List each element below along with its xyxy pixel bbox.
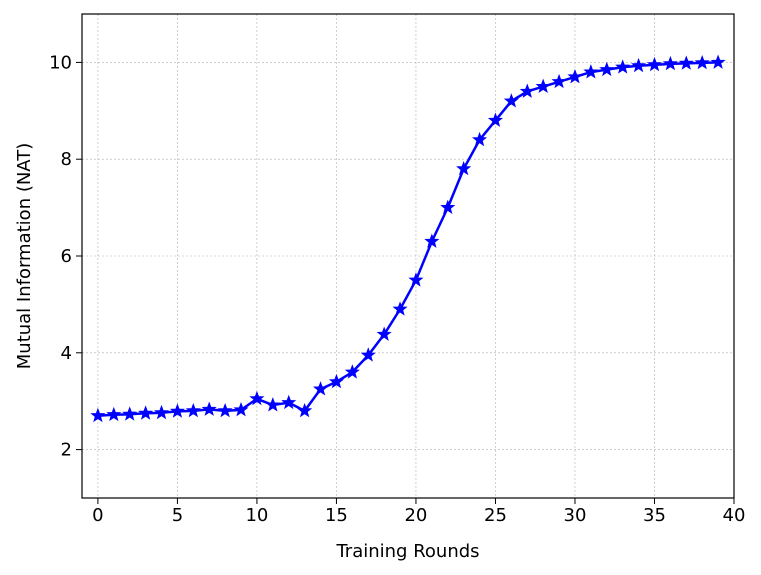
y-tick-label: 8 xyxy=(61,149,72,170)
data-line xyxy=(97,61,719,417)
data-marker xyxy=(106,406,122,422)
data-marker xyxy=(233,401,249,417)
data-marker xyxy=(710,54,726,69)
data-marker xyxy=(281,394,297,410)
data-marker xyxy=(376,326,392,341)
data-marker xyxy=(551,73,567,89)
data-marker xyxy=(185,402,201,418)
data-marker xyxy=(408,272,424,287)
data-marker xyxy=(440,199,456,215)
data-marker xyxy=(297,402,313,418)
y-tick-label: 6 xyxy=(61,246,72,267)
x-tick-label: 30 xyxy=(564,505,587,526)
y-tick-label: 10 xyxy=(49,52,72,73)
data-marker xyxy=(249,390,265,406)
plot-frame xyxy=(81,13,735,499)
data-marker xyxy=(312,381,329,396)
data-marker xyxy=(631,57,647,73)
data-marker xyxy=(217,402,233,418)
data-marker xyxy=(360,347,376,362)
y-axis-label: Mutual Information (NAT) xyxy=(14,143,35,370)
data-marker xyxy=(583,64,599,79)
data-marker xyxy=(265,397,281,412)
data-marker xyxy=(678,55,694,70)
data-marker xyxy=(122,406,138,421)
data-marker xyxy=(503,93,519,108)
data-marker xyxy=(567,68,583,84)
data-marker xyxy=(487,112,504,127)
x-tick-label: 40 xyxy=(723,505,746,526)
data-marker xyxy=(694,54,710,70)
data-marker xyxy=(328,373,344,389)
x-tick-label: 15 xyxy=(325,505,348,526)
data-marker xyxy=(392,301,408,316)
data-marker xyxy=(90,407,106,423)
x-tick-label: 25 xyxy=(484,505,507,526)
x-tick-label: 35 xyxy=(643,505,666,526)
x-tick-label: 0 xyxy=(92,505,103,526)
data-marker xyxy=(519,83,535,98)
x-tick-label: 10 xyxy=(245,505,268,526)
y-tick-label: 2 xyxy=(61,440,72,461)
data-marker xyxy=(153,404,170,420)
data-marker xyxy=(456,160,472,176)
data-marker xyxy=(646,56,663,72)
data-marker xyxy=(344,364,360,379)
data-marker xyxy=(201,401,217,416)
data-marker xyxy=(424,233,440,248)
data-marker xyxy=(615,59,631,74)
data-marker xyxy=(662,55,678,71)
data-marker xyxy=(535,78,551,94)
x-tick-label: 5 xyxy=(172,505,183,526)
data-marker xyxy=(599,61,615,77)
data-marker xyxy=(472,131,488,147)
data-marker xyxy=(138,405,154,420)
x-tick-label: 20 xyxy=(404,505,427,526)
x-axis-label: Training Rounds xyxy=(335,541,479,562)
data-marker xyxy=(169,403,185,418)
y-tick-label: 4 xyxy=(61,343,72,364)
